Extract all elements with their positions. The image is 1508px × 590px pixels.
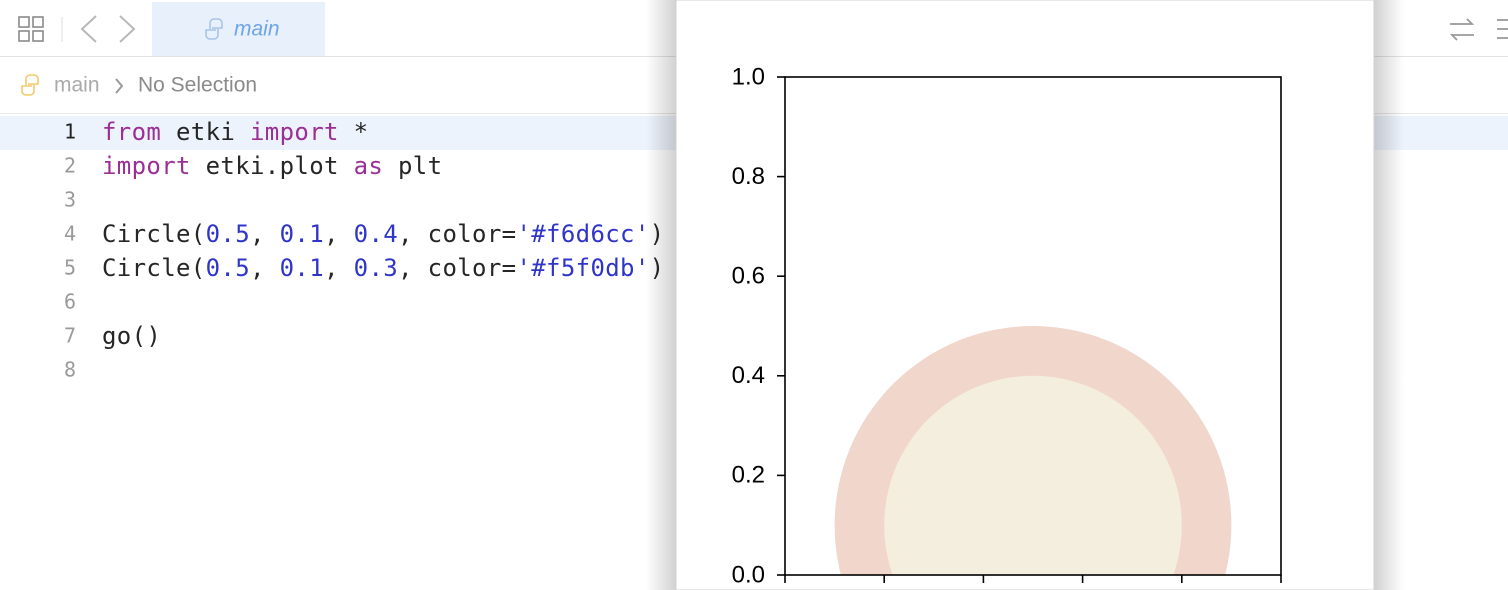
menu-icon[interactable] xyxy=(1497,19,1508,39)
circle-patch xyxy=(884,375,1182,575)
swap-icon[interactable] xyxy=(1449,18,1475,41)
y-tick-label: 1.0 xyxy=(732,63,765,90)
forward-button[interactable] xyxy=(119,15,136,43)
breadcrumb-file[interactable]: main xyxy=(54,74,100,97)
code-token: '#f5f0db' xyxy=(516,254,649,282)
line-number: 1 xyxy=(64,120,76,144)
tab-title[interactable]: main xyxy=(234,18,280,41)
line-number: 7 xyxy=(64,324,76,348)
layout-icon[interactable] xyxy=(18,16,44,42)
patches xyxy=(834,326,1232,575)
code-token: as xyxy=(354,152,384,180)
code-line: from etki import * xyxy=(102,118,368,146)
code-token: 0.1 xyxy=(280,220,324,248)
code-line: Circle(0.5, 0.1, 0.3, color='#f5f0db') xyxy=(102,254,664,282)
y-tick-label: 0.0 xyxy=(732,561,765,588)
code-token: 0.5 xyxy=(206,220,250,248)
code-token: Circle( xyxy=(102,220,206,248)
code-token: go() xyxy=(102,322,161,350)
y-tick-label: 0.2 xyxy=(732,462,765,489)
y-tick-label: 0.8 xyxy=(732,163,765,190)
code-token: , color= xyxy=(398,220,516,248)
y-tick-label: 0.4 xyxy=(732,362,765,389)
code-token: import xyxy=(102,152,191,180)
code-line: import etki.plot as plt xyxy=(102,152,442,180)
axes-frame xyxy=(784,76,1282,576)
code-token: , xyxy=(250,254,280,282)
breadcrumb-separator xyxy=(115,78,124,94)
line-number: 6 xyxy=(64,290,76,314)
line-number: 8 xyxy=(64,358,76,382)
code-editor[interactable]: 1 from etki import * 2 import etki.plot as … xyxy=(64,118,665,382)
code-token: 0.5 xyxy=(206,254,250,282)
line-number: 5 xyxy=(64,256,76,280)
code-token: , xyxy=(250,220,280,248)
breadcrumb-selection[interactable]: No Selection xyxy=(138,74,257,97)
tab[interactable] xyxy=(152,2,325,56)
code-token: from xyxy=(102,118,161,146)
code-token: Circle( xyxy=(102,254,206,282)
shadow xyxy=(646,0,676,590)
code-token: etki.plot xyxy=(191,152,354,180)
code-line: Circle(0.5, 0.1, 0.4, color='#f6d6cc') xyxy=(102,220,664,248)
code-token: 0.1 xyxy=(280,254,324,282)
y-tick-label: 0.6 xyxy=(732,263,765,290)
python-icon xyxy=(21,74,39,96)
shadow xyxy=(1374,0,1404,590)
code-token: * xyxy=(339,118,369,146)
code-token: import xyxy=(250,118,339,146)
python-icon xyxy=(205,18,223,40)
back-button[interactable] xyxy=(80,15,97,43)
line-number: 4 xyxy=(64,222,76,246)
code-token: '#f6d6cc' xyxy=(516,220,649,248)
code-token: 0.3 xyxy=(354,254,398,282)
line-number: 3 xyxy=(64,188,76,212)
code-token: , xyxy=(324,254,354,282)
code-token: , xyxy=(324,220,354,248)
code-token: etki xyxy=(161,118,250,146)
line-number: 2 xyxy=(64,154,76,178)
plot: 0.0 0.2 0.4 0.6 0.8 1.0 xyxy=(732,63,1282,588)
code-token: , color= xyxy=(398,254,516,282)
code-line: go() xyxy=(102,322,161,350)
code-token: 0.4 xyxy=(354,220,398,248)
code-token: plt xyxy=(383,152,442,180)
